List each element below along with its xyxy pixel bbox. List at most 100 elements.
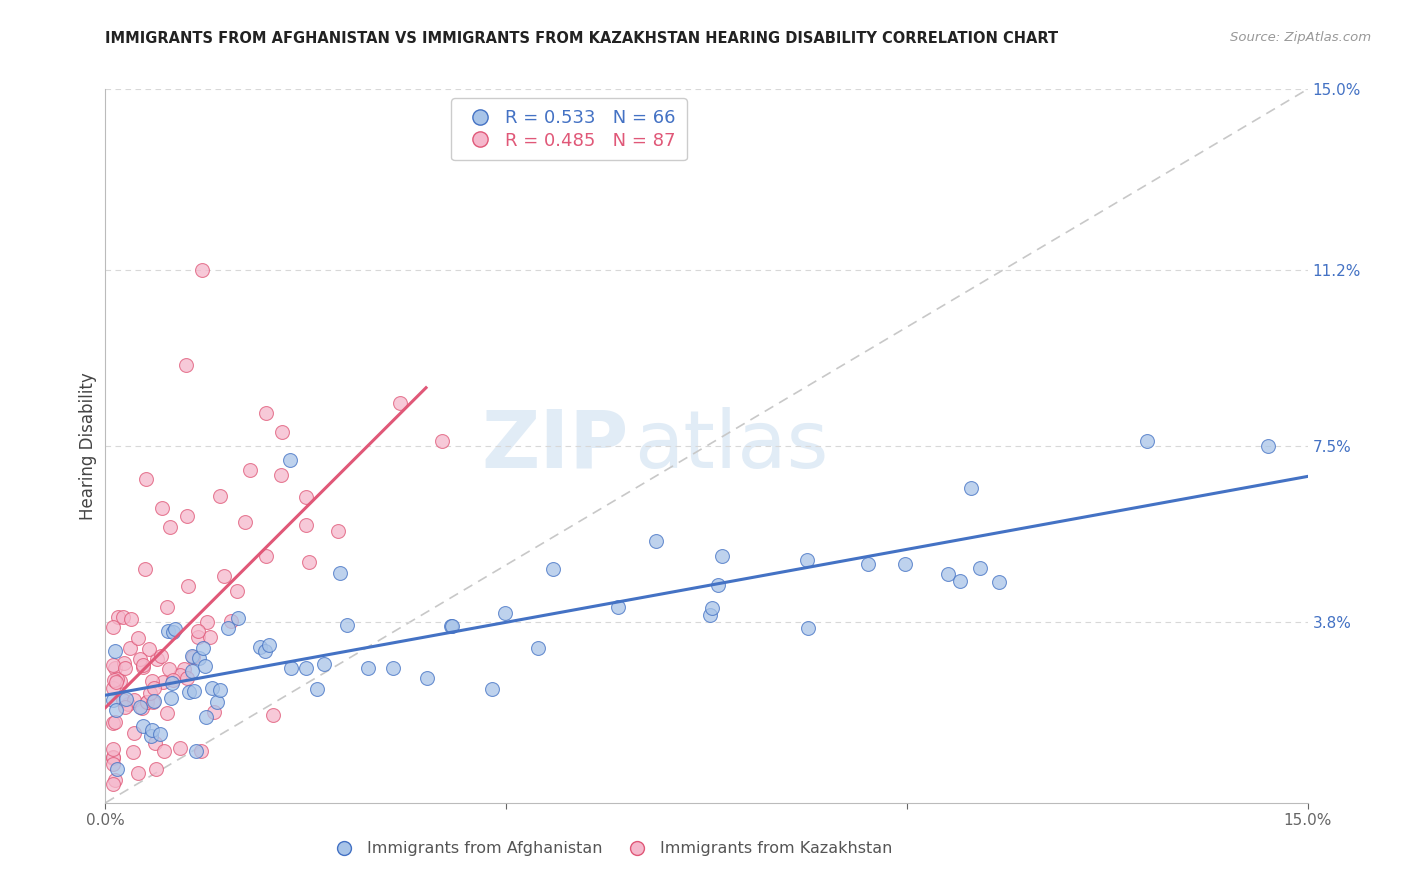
Point xyxy=(219,614,242,628)
Point xyxy=(796,553,818,567)
Point xyxy=(120,612,142,626)
Point xyxy=(114,700,136,714)
Point xyxy=(209,683,232,698)
Point xyxy=(103,681,125,695)
Point xyxy=(142,681,165,696)
Point xyxy=(138,642,160,657)
Point xyxy=(162,673,184,687)
Point xyxy=(226,611,249,625)
Point xyxy=(124,726,146,740)
Point xyxy=(1257,439,1279,453)
Point xyxy=(527,640,550,655)
Point xyxy=(103,657,125,672)
Point xyxy=(201,681,224,695)
Point xyxy=(169,741,191,756)
Point xyxy=(233,515,256,529)
Point xyxy=(117,697,139,711)
Point xyxy=(103,777,125,791)
Point xyxy=(105,703,128,717)
Point xyxy=(153,744,176,758)
Point xyxy=(159,520,181,534)
Point xyxy=(858,558,880,572)
Point xyxy=(173,662,195,676)
Point xyxy=(208,489,231,503)
Point xyxy=(212,569,235,583)
Point xyxy=(312,657,335,671)
Point xyxy=(190,744,212,758)
Point xyxy=(194,709,217,723)
Point xyxy=(541,562,564,576)
Point xyxy=(195,615,218,629)
Point xyxy=(149,648,172,663)
Point xyxy=(294,518,316,533)
Point xyxy=(181,650,204,665)
Point xyxy=(149,727,172,741)
Point xyxy=(103,750,125,764)
Point xyxy=(262,708,284,723)
Point xyxy=(416,671,439,685)
Point xyxy=(278,453,301,467)
Y-axis label: Hearing Disability: Hearing Disability xyxy=(79,372,97,520)
Point xyxy=(254,549,277,563)
Point xyxy=(160,690,183,705)
Point xyxy=(141,723,163,738)
Point xyxy=(143,736,166,750)
Point xyxy=(298,555,321,569)
Point xyxy=(143,694,166,708)
Point xyxy=(797,621,820,635)
Point xyxy=(107,609,129,624)
Point xyxy=(205,695,228,709)
Point xyxy=(253,644,276,658)
Point xyxy=(700,601,723,615)
Point xyxy=(103,693,125,707)
Point xyxy=(430,434,453,449)
Point xyxy=(127,766,149,780)
Point xyxy=(131,658,153,673)
Point xyxy=(103,716,125,731)
Point xyxy=(127,631,149,645)
Point xyxy=(136,695,159,709)
Point xyxy=(481,681,503,696)
Point xyxy=(105,672,128,686)
Text: Source: ZipAtlas.com: Source: ZipAtlas.com xyxy=(1230,31,1371,45)
Point xyxy=(699,608,721,623)
Point xyxy=(157,662,180,676)
Point xyxy=(176,508,198,523)
Point xyxy=(181,648,204,663)
Point xyxy=(177,579,200,593)
Point xyxy=(969,560,991,574)
Point xyxy=(177,685,200,699)
Point xyxy=(103,714,125,729)
Point xyxy=(145,762,167,776)
Point xyxy=(707,578,730,592)
Point xyxy=(187,624,209,638)
Point xyxy=(139,685,162,699)
Point xyxy=(112,656,135,670)
Point xyxy=(122,693,145,707)
Point xyxy=(132,659,155,673)
Point xyxy=(280,661,302,675)
Point xyxy=(176,671,198,685)
Point xyxy=(191,640,214,655)
Point xyxy=(135,472,157,486)
Point xyxy=(150,500,173,515)
Point xyxy=(326,524,349,538)
Point xyxy=(190,263,212,277)
Point xyxy=(259,638,281,652)
Point xyxy=(103,750,125,764)
Point xyxy=(988,574,1011,589)
Point xyxy=(134,562,156,576)
Point xyxy=(174,358,197,372)
Point xyxy=(160,676,183,690)
Point xyxy=(441,618,464,632)
Point xyxy=(187,630,209,644)
Point xyxy=(254,406,277,420)
Point xyxy=(104,772,127,787)
Point xyxy=(142,695,165,709)
Point xyxy=(169,668,191,682)
Point xyxy=(156,600,179,615)
Point xyxy=(103,741,125,756)
Point xyxy=(129,652,152,666)
Point xyxy=(217,621,239,635)
Point xyxy=(336,618,359,632)
